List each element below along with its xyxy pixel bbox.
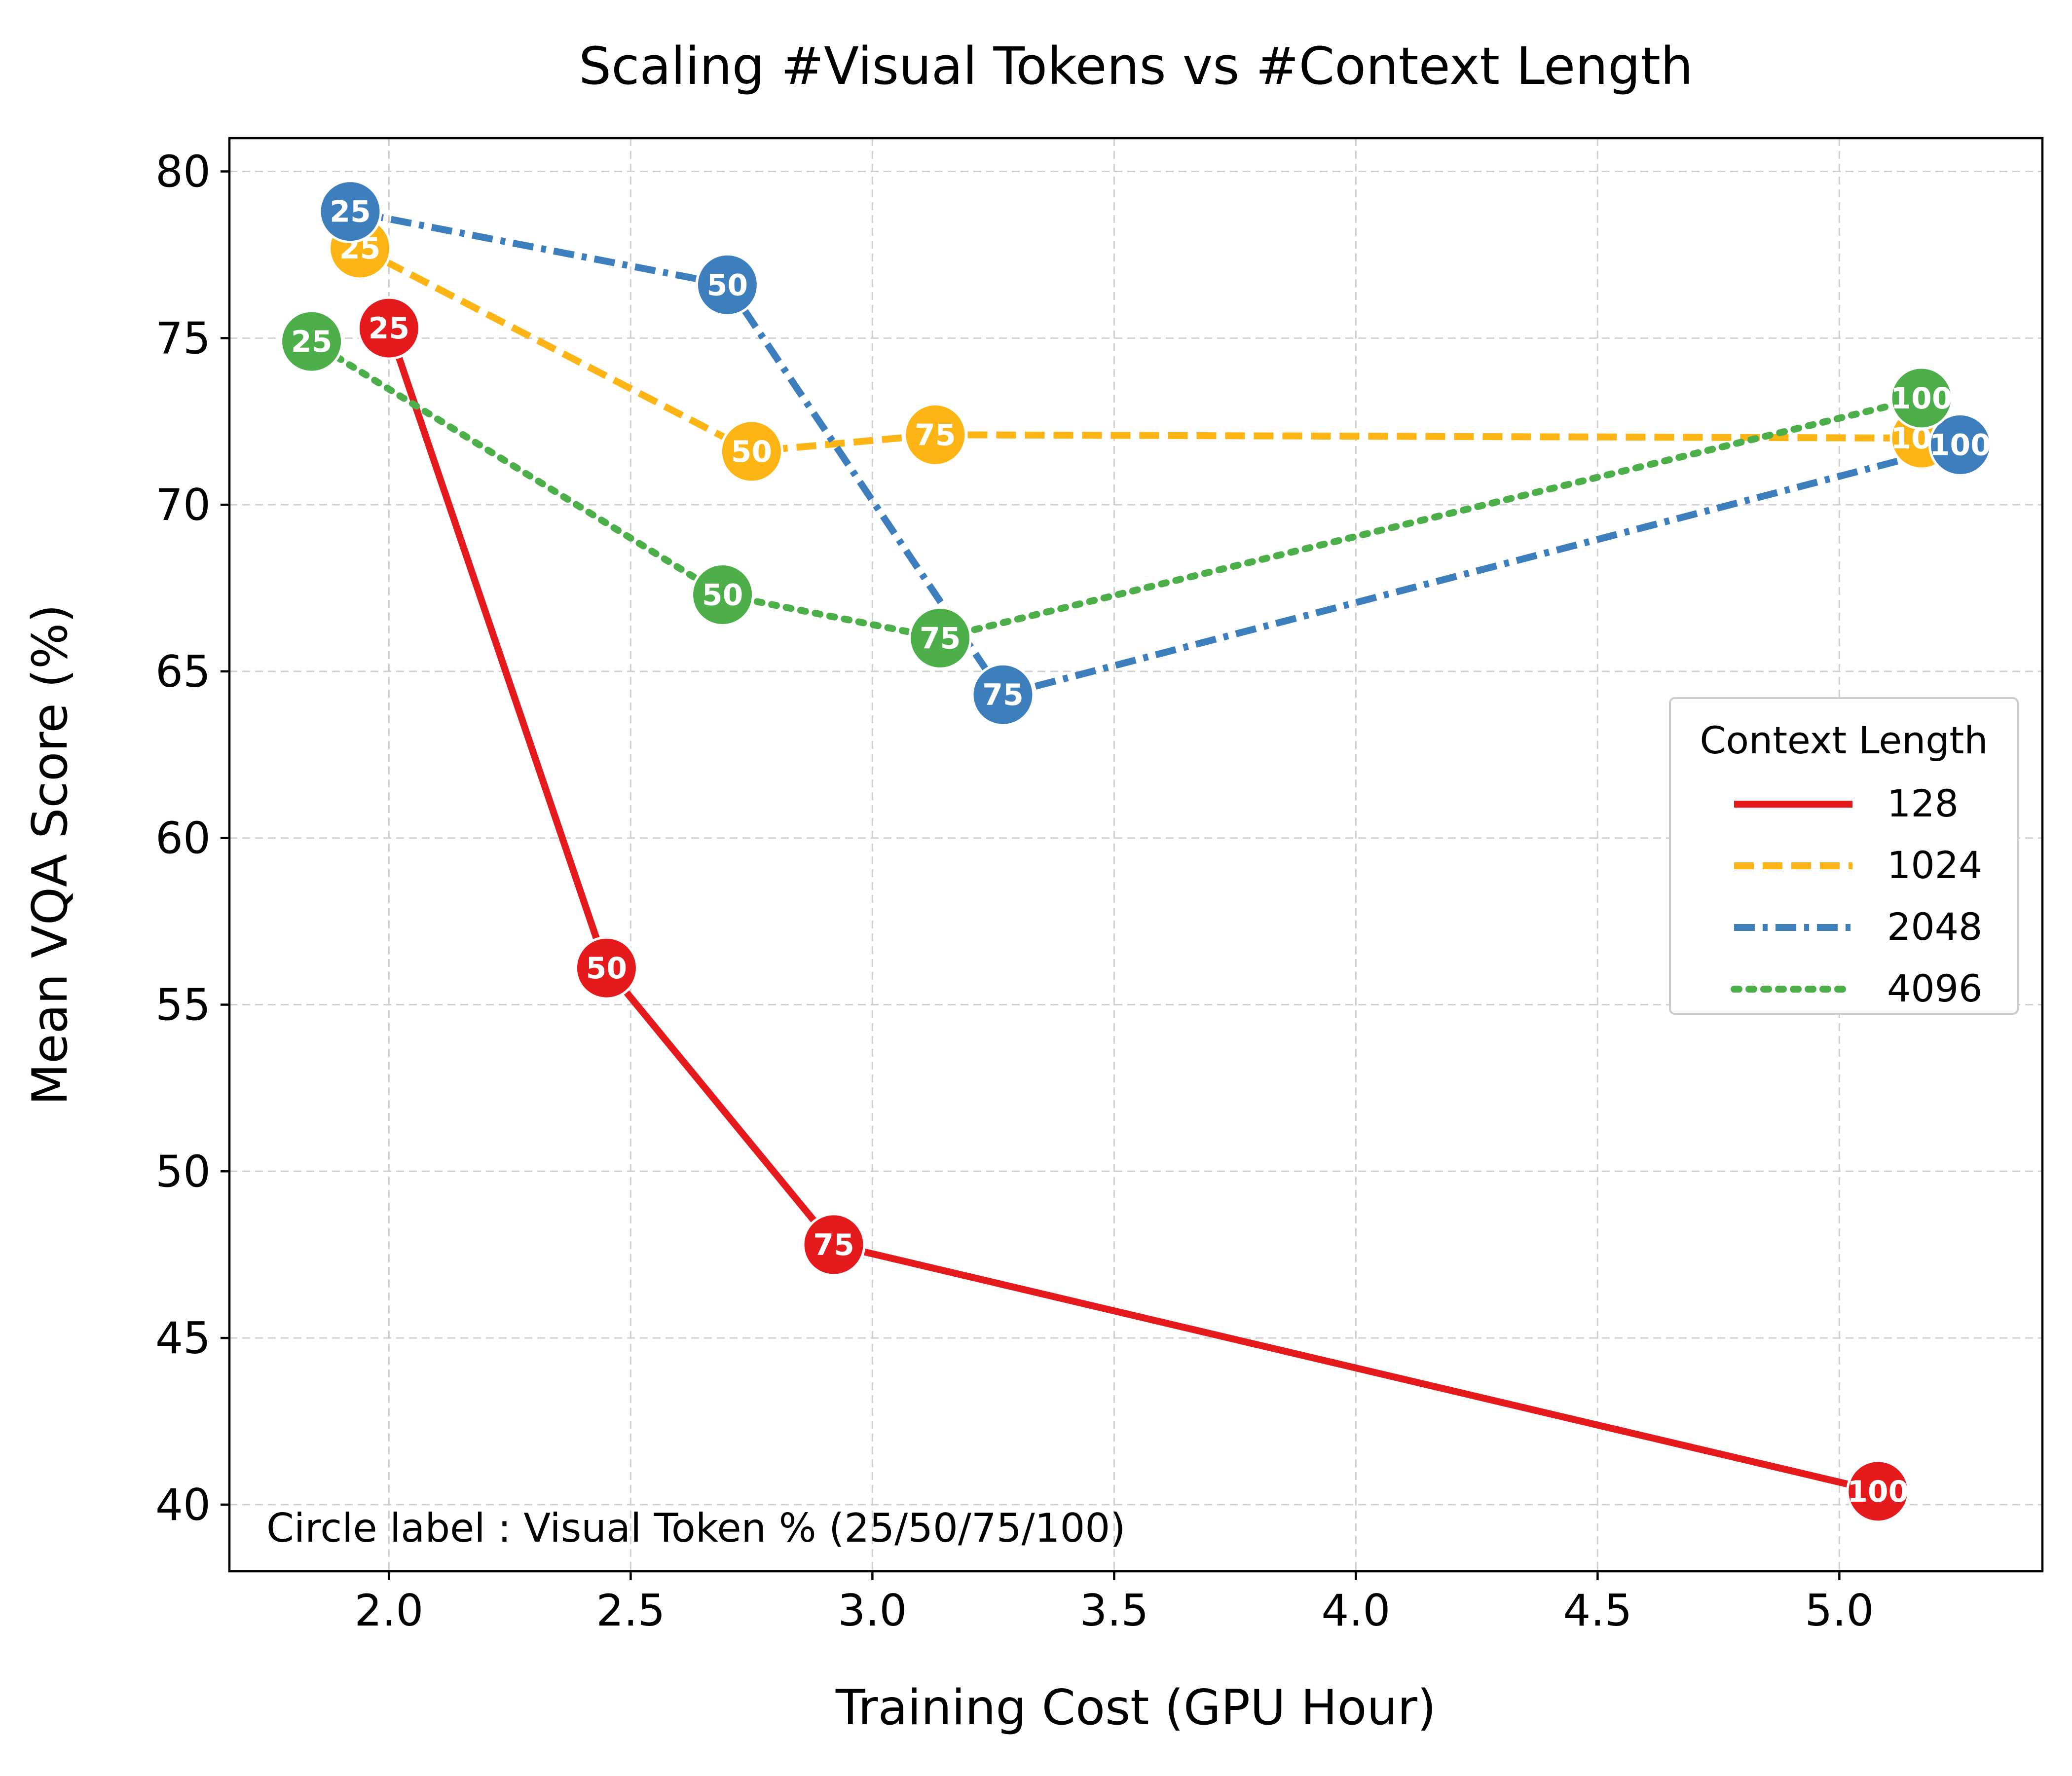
data-point-label: 25 (330, 195, 371, 229)
data-point-label: 25 (369, 311, 410, 346)
y-tick-label: 70 (155, 480, 211, 530)
data-point: 25 (357, 296, 421, 360)
series-lines (308, 208, 1961, 1495)
data-point: 100 (1928, 413, 1992, 477)
data-point: 25 (318, 180, 382, 244)
data-point-circle (357, 296, 421, 360)
legend-item: 2048 (1734, 905, 1982, 949)
data-point: 50 (574, 936, 638, 1000)
chart-title: Scaling #Visual Tokens vs #Context Lengt… (579, 36, 1693, 96)
data-point-circle (903, 403, 967, 467)
data-point-label: 50 (707, 268, 748, 302)
data-point-label: 50 (586, 951, 628, 986)
series-line-4096 (308, 338, 1925, 642)
data-point-circle (574, 936, 638, 1000)
data-point-circle (719, 419, 783, 483)
y-tick-label: 75 (155, 313, 211, 364)
series-line-1024 (358, 245, 1922, 455)
y-tick-label: 50 (155, 1146, 211, 1197)
y-axis-label: Mean VQA Score (%) (22, 604, 78, 1106)
data-point-circle (318, 180, 382, 244)
data-point: 75 (908, 606, 972, 670)
legend-item: 4096 (1731, 966, 1982, 1010)
data-point: 75 (802, 1213, 866, 1277)
data-point-circle (1928, 413, 1992, 477)
y-tick-label: 60 (155, 813, 211, 864)
legend-label: 4096 (1887, 966, 1982, 1010)
data-point: 100 (1846, 1459, 1910, 1523)
data-point-label: 25 (291, 325, 333, 359)
x-tick-label: 2.5 (596, 1585, 665, 1636)
legend-item: 1024 (1734, 843, 1982, 887)
legend-box (1669, 697, 2019, 1015)
data-point-label: 75 (920, 621, 961, 656)
data-point: 100 (1889, 366, 1954, 430)
y-tick-label: 40 (155, 1480, 211, 1530)
data-point-label: 75 (982, 678, 1024, 712)
legend-label: 128 (1887, 781, 1959, 825)
data-point: 50 (719, 419, 783, 483)
x-axis-label: Training Cost (GPU Hour) (835, 1680, 1436, 1736)
data-point-label: 100 (1847, 1475, 1909, 1509)
data-point-circle (691, 563, 755, 627)
legend-title: Context Length (1700, 718, 1988, 762)
x-tick-label: 3.5 (1079, 1585, 1148, 1636)
data-point-label: 50 (702, 578, 743, 613)
y-tick-label: 80 (155, 147, 211, 197)
x-tick-label: 3.0 (838, 1585, 907, 1636)
chart-annotation: Circle label : Visual Token % (25/50/75/… (266, 1505, 1125, 1551)
data-point-circle (802, 1213, 866, 1277)
data-point-label: 75 (813, 1228, 854, 1262)
y-tick-label: 45 (155, 1313, 211, 1364)
data-point: 75 (971, 663, 1035, 727)
grid (229, 138, 2042, 1571)
data-point-label: 100 (1929, 428, 1991, 463)
data-point-circle (280, 309, 344, 373)
y-tick-label: 55 (155, 980, 211, 1031)
x-tick-label: 4.0 (1321, 1585, 1390, 1636)
data-point-circle (971, 663, 1035, 727)
plot-frame (228, 137, 2044, 1573)
data-point: 50 (695, 253, 759, 317)
legend-items: 128 1024 2048 4096 (1731, 781, 1982, 1010)
legend-label: 1024 (1887, 843, 1982, 887)
data-point-circle (1846, 1459, 1910, 1523)
legend: Context Length 128 1024 2048 4096 (1669, 697, 2019, 1015)
data-point-circle (1889, 366, 1954, 430)
y-tick-label: 65 (155, 646, 211, 697)
data-point-label: 100 (1890, 381, 1952, 416)
legend-item: 128 (1734, 781, 1959, 825)
x-tick-label: 4.5 (1563, 1585, 1632, 1636)
series-line-128 (385, 327, 1879, 1495)
data-point-circle (908, 606, 972, 670)
series-line-2048 (349, 208, 1961, 699)
x-tick-label: 2.0 (354, 1585, 423, 1636)
data-point-circle (695, 253, 759, 317)
x-tick-label: 5.0 (1805, 1585, 1874, 1636)
data-point: 50 (691, 563, 755, 627)
data-point-label: 50 (731, 435, 773, 469)
data-point: 75 (903, 403, 967, 467)
data-point-label: 75 (915, 418, 956, 452)
axis-ticks: 2.0 2.5 3.0 3.5 4.0 4.5 5.0 40 45 50 55 60 65 70 75 80 (155, 147, 1874, 1636)
legend-label: 2048 (1887, 905, 1982, 949)
data-point: 25 (280, 309, 344, 373)
